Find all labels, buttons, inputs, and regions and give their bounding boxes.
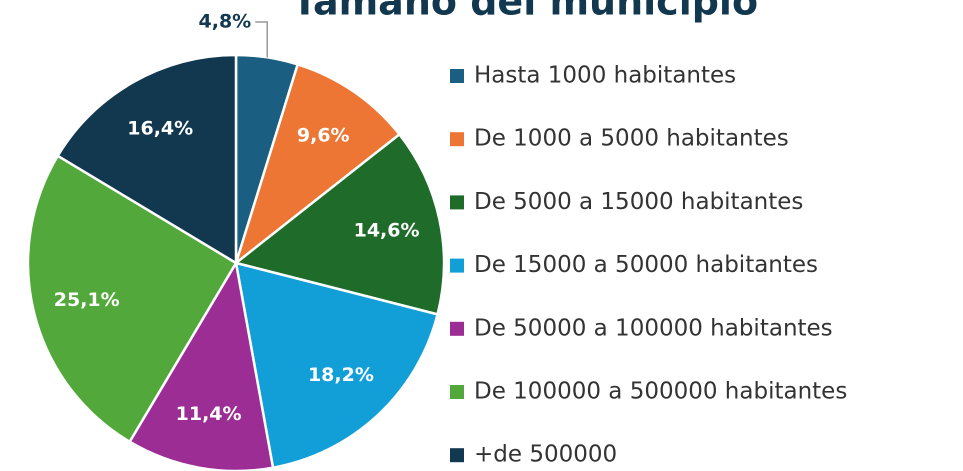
- legend-swatch: [450, 195, 464, 210]
- pie-slice: [233, 62, 402, 267]
- legend-label: De 1000 a 5000 habitantes: [474, 126, 789, 152]
- pie-slice: [26, 154, 238, 444]
- pie-slice: [127, 259, 275, 471]
- legend-label: De 15000 a 50000 habitantes: [474, 252, 818, 278]
- legend-label: De 50000 a 100000 habitantes: [474, 315, 833, 341]
- legend-label: Hasta 1000 habitantes: [474, 63, 736, 89]
- data-label: 18,2%: [308, 364, 374, 386]
- legend-label: De 5000 a 15000 habitantes: [474, 189, 803, 215]
- legend-swatch: [450, 448, 464, 463]
- data-label: 14,6%: [354, 220, 420, 242]
- legend-label: +de 500000: [474, 442, 617, 468]
- data-label: 4,8%: [199, 11, 252, 33]
- legend-swatch: [450, 258, 464, 273]
- data-label: 11,4%: [176, 403, 242, 425]
- legend-swatch: [450, 69, 464, 83]
- data-label: 16,4%: [127, 118, 193, 140]
- leader-line: [255, 21, 268, 58]
- pie-slice: [233, 132, 446, 316]
- data-label: 9,6%: [297, 125, 350, 147]
- legend-swatch: [450, 321, 464, 336]
- legend-label: De 100000 a 500000 habitantes: [474, 379, 847, 405]
- pie-slice: [234, 261, 440, 470]
- legend-swatch: [450, 132, 464, 147]
- legend-swatch: [450, 385, 464, 399]
- chart-title: Tamaño del municipio: [292, 0, 758, 24]
- pie-slice: [56, 53, 238, 266]
- data-label: 25,1%: [54, 289, 120, 311]
